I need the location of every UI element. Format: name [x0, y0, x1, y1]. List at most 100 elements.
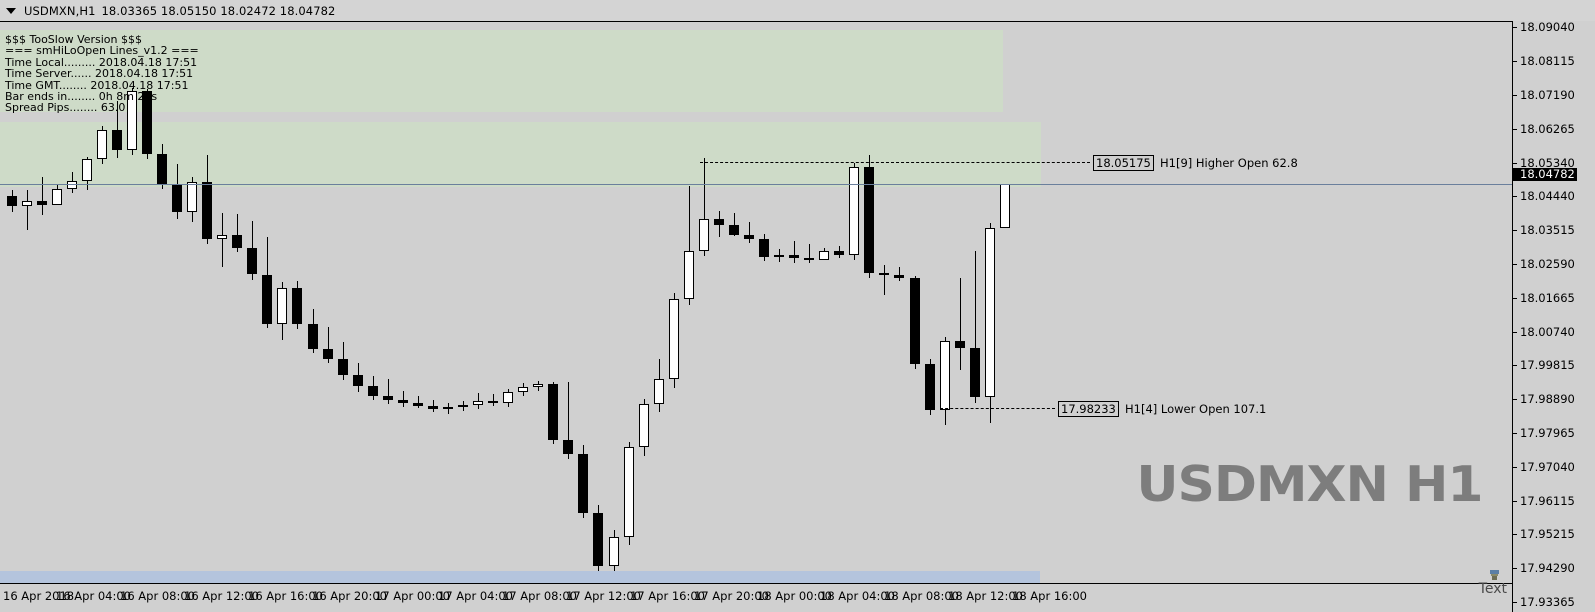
price-tick: 17.97965 — [1513, 427, 1575, 440]
indicator-line-1: === smHiLoOpen Lines_v1.2 === — [5, 44, 199, 58]
chart-header: USDMXN,H1 18.03365 18.05150 18.02472 18.… — [0, 0, 1595, 21]
candlestick — [37, 201, 47, 206]
candlestick — [7, 195, 17, 207]
candlestick — [157, 154, 167, 184]
current-bid-line — [0, 184, 1512, 186]
price-tick: 18.08115 — [1513, 55, 1575, 68]
price-tick: 18.07190 — [1513, 89, 1575, 102]
price-tick-label: 17.97965 — [1520, 426, 1575, 440]
candle-wick — [899, 266, 900, 282]
candlestick — [127, 91, 137, 150]
candlestick — [834, 251, 844, 256]
level-price-tag-lower-open: 17.98233 — [1058, 401, 1119, 417]
text-tool-label[interactable]: Text — [1478, 570, 1507, 597]
candlestick — [428, 406, 438, 409]
candlestick — [639, 403, 649, 447]
candle-wick — [418, 396, 419, 409]
candle-wick — [493, 394, 494, 406]
candlestick — [338, 358, 348, 375]
candlestick — [578, 453, 588, 513]
price-tick-label: 18.09040 — [1520, 20, 1575, 34]
candlestick — [940, 341, 950, 411]
time-tick-label: 18 Apr 00:00 — [757, 589, 832, 603]
candle-wick — [433, 399, 434, 412]
scrollbar-thumb[interactable] — [0, 571, 1040, 583]
price-tick: 17.94290 — [1513, 562, 1575, 575]
current-price-label: 18.04782 — [1520, 167, 1575, 181]
candle-wick — [27, 189, 28, 231]
candlestick — [533, 384, 543, 388]
candlestick — [187, 182, 197, 213]
price-axis[interactable]: 18.09040 18.08115 18.07190 18.06265 18.05340… — [1512, 21, 1595, 612]
price-tick-label: 17.96115 — [1520, 494, 1575, 508]
time-tick-label: 16 Apr 08:00 — [120, 589, 195, 603]
candlestick — [368, 386, 378, 396]
candle-wick — [403, 391, 404, 407]
level-price-tag-higher-open: 18.05175 — [1093, 155, 1154, 171]
candlestick — [804, 258, 814, 260]
candlestick — [458, 404, 468, 407]
candlestick — [262, 274, 272, 324]
candlestick — [82, 158, 92, 182]
time-tick-label: 17 Apr 12:00 — [566, 589, 641, 603]
price-tick: 18.04440 — [1513, 190, 1575, 203]
chevron-down-icon[interactable] — [6, 7, 16, 14]
candlestick — [323, 349, 333, 359]
price-tick-label: 18.08115 — [1520, 54, 1575, 68]
candlestick — [925, 364, 935, 411]
candle-wick — [734, 212, 735, 236]
candlestick — [774, 255, 784, 258]
candlestick — [910, 278, 920, 364]
price-tick: 18.02590 — [1513, 258, 1575, 271]
horizontal-scrollbar[interactable] — [0, 571, 1512, 583]
candle-wick — [328, 326, 329, 364]
candle-wick — [794, 241, 795, 263]
indicator-line-5: Bar ends in........ 0h 8m 27s — [5, 89, 158, 103]
price-tick: 17.99815 — [1513, 359, 1575, 372]
price-tick: 18.00740 — [1513, 326, 1575, 339]
candlestick — [624, 446, 634, 538]
candle-wick — [117, 100, 118, 158]
text-tool-caption: Text — [1478, 581, 1507, 597]
candlestick — [699, 219, 709, 252]
text-tool-icon — [1490, 570, 1499, 580]
level-line-lower-open — [940, 408, 1055, 409]
candle-wick — [960, 278, 961, 370]
candle-wick — [237, 213, 238, 253]
indicator-info-panel: $$$ TooSlow Version $$$ === smHiLoOpen Li… — [5, 34, 199, 114]
candlestick — [383, 395, 393, 401]
price-tick-label: 17.99815 — [1520, 358, 1575, 372]
time-axis[interactable]: 16 Apr 2018 16 Apr 04:00 16 Apr 08:00 16 Ap… — [0, 583, 1512, 612]
price-tick-label: 18.03515 — [1520, 223, 1575, 237]
candle-wick — [689, 185, 690, 305]
candlestick — [142, 91, 152, 155]
price-tick-label: 18.02590 — [1520, 257, 1575, 271]
price-tick: 18.05340 — [1513, 157, 1575, 170]
candlestick — [353, 375, 363, 387]
candlestick — [112, 130, 122, 150]
candlestick — [473, 400, 483, 405]
candle-wick — [749, 221, 750, 243]
chart-watermark: USDMXN H1 — [1135, 456, 1483, 513]
candlestick — [789, 255, 799, 258]
candlestick — [970, 347, 980, 398]
time-tick-label: 17 Apr 16:00 — [630, 589, 705, 603]
time-tick-label: 17 Apr 08:00 — [502, 589, 577, 603]
candlestick — [292, 288, 302, 325]
candle-wick — [388, 379, 389, 404]
ohlc-values: 18.03365 18.05150 18.02472 18.04782 — [101, 3, 336, 18]
time-tick-label: 16 Apr 04:00 — [56, 589, 131, 603]
price-tick: 17.95215 — [1513, 528, 1575, 541]
price-tick-label: 17.93365 — [1520, 595, 1575, 609]
candlestick — [503, 391, 513, 403]
candlestick — [22, 201, 32, 207]
candlestick — [744, 234, 754, 240]
candle-wick — [42, 177, 43, 216]
price-tick-label: 18.07190 — [1520, 88, 1575, 102]
price-tick-label: 18.05340 — [1520, 156, 1575, 170]
chart-plot-area[interactable]: $$$ TooSlow Version $$$ === smHiLoOpen Li… — [0, 21, 1512, 583]
price-tick-label: 18.06265 — [1520, 122, 1575, 136]
time-tick-label: 18 Apr 12:00 — [948, 589, 1023, 603]
price-tick: 18.01665 — [1513, 292, 1575, 305]
candlestick — [759, 239, 769, 258]
